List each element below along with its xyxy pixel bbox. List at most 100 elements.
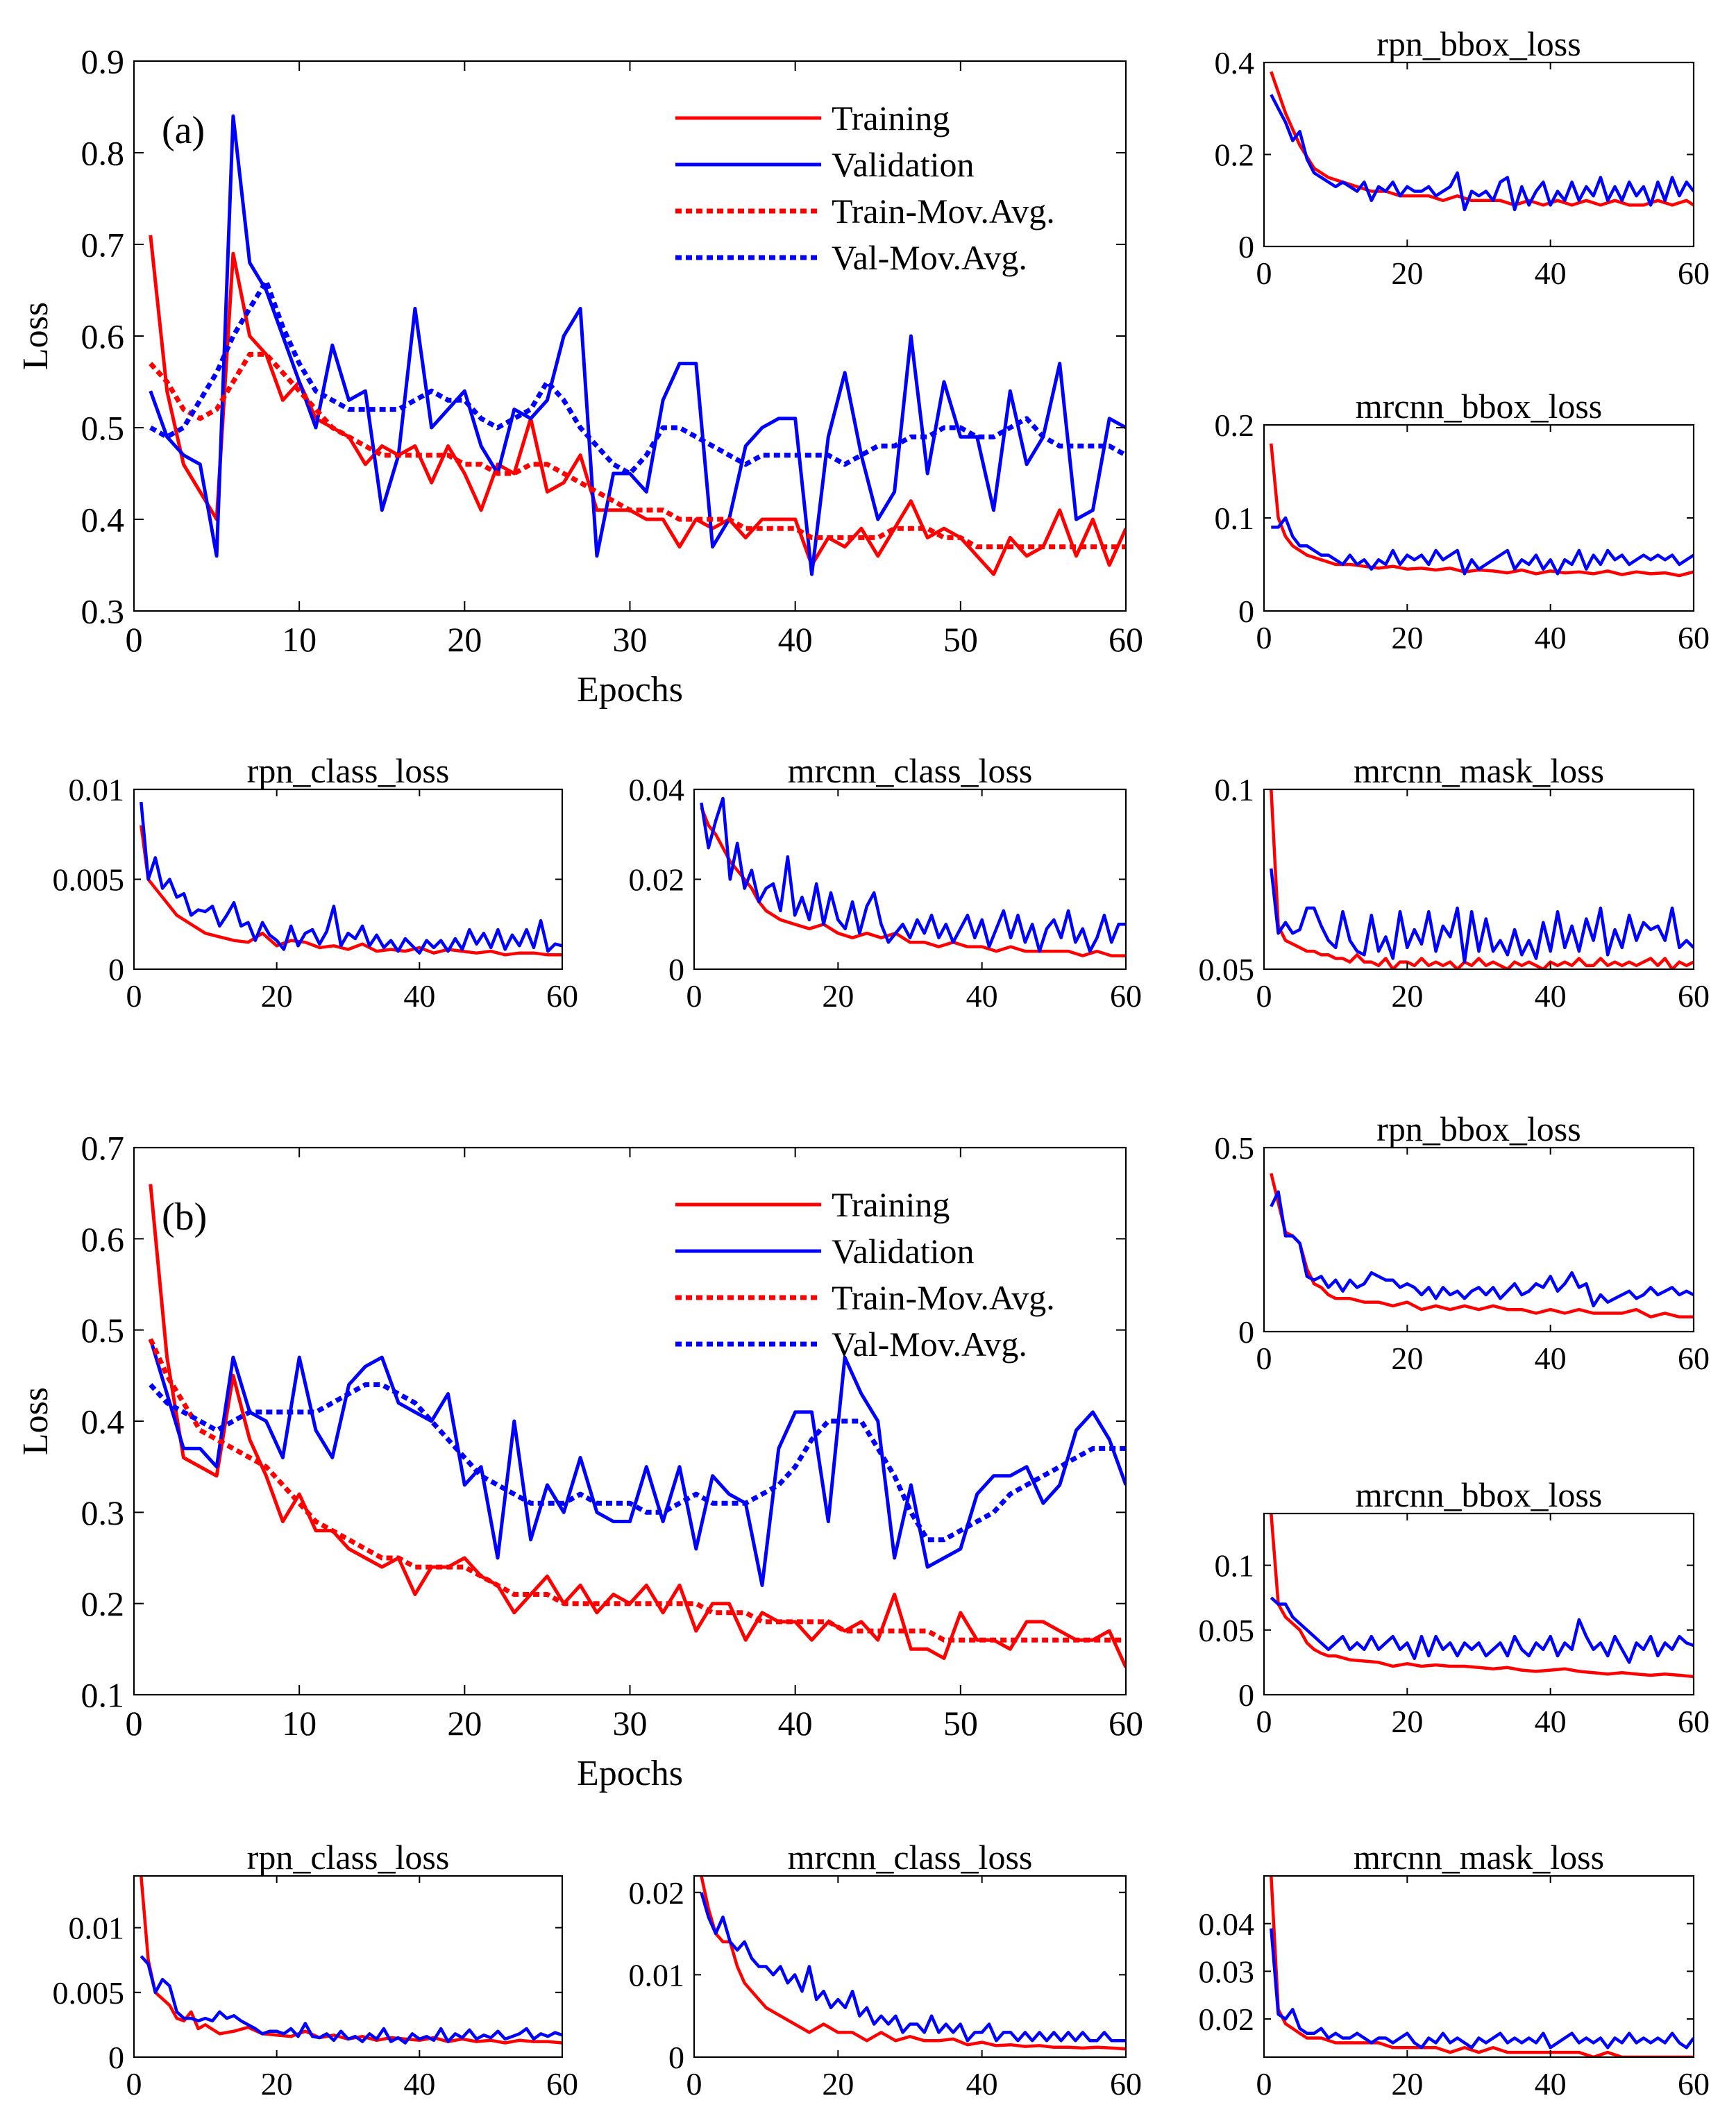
y-tick-label: 0.005 <box>53 1975 125 2011</box>
series-line-training <box>149 235 1126 576</box>
chart-b-rpn-class: 0 20 40 60 0 0.005 0.01 rpn_class_loss <box>53 1838 579 2102</box>
series-line-training <box>149 1184 1126 1668</box>
axes-box <box>133 1146 1127 1696</box>
x-tick-label: 60 <box>546 2066 578 2102</box>
panel-label: (b) <box>162 1196 207 1239</box>
chart-b-mrcnn-class: 0 20 40 60 0 0.01 0.02 mrcnn_class_loss <box>629 1838 1143 2102</box>
series-line-validation <box>700 1892 1126 2043</box>
x-tick-label: 40 <box>966 2066 998 2102</box>
y-tick-label: 0.2 <box>81 1584 125 1623</box>
legend-label-training: Training <box>832 1185 950 1224</box>
y-tick-label: 0.02 <box>1199 2002 1255 2037</box>
x-tick-label: 20 <box>822 978 854 1014</box>
y-tick-label: 0 <box>668 2040 684 2075</box>
x-tick-label: 20 <box>1391 1704 1423 1739</box>
series-line-training <box>140 825 562 957</box>
x-tick-label: 10 <box>282 1704 317 1743</box>
chart-a-mrcnn-mask: 0 20 40 60 0.05 0.1 mrcnn_mask_loss <box>1199 751 1710 1014</box>
chart-a-rpn-class: 0 20 40 60 0 0.005 0.01 rpn_class_loss <box>53 751 579 1014</box>
panel-label: (a) <box>162 109 205 152</box>
y-tick-label: 0.04 <box>629 772 685 807</box>
y-tick-label: 0.1 <box>81 1676 125 1715</box>
y-tick-label: 0.1 <box>1215 501 1255 536</box>
y-tick-label: 0 <box>1238 229 1254 265</box>
series-line-training <box>1270 1876 1694 2057</box>
x-tick-label: 60 <box>546 978 578 1014</box>
chart-a-main: 0 10 20 30 40 50 60 0.3 0.4 0.5 0.6 0.7 0.8 0.9 Epochs… <box>16 42 1143 710</box>
x-tick-label: 60 <box>1678 978 1710 1014</box>
x-tick-label: 0 <box>1256 255 1272 291</box>
x-tick-label: 40 <box>1535 1704 1567 1739</box>
chart-b-rpn-bbox: 0 20 40 60 0 0.5 rpn_bbox_loss <box>1215 1109 1710 1376</box>
x-tick-label: 40 <box>966 978 998 1014</box>
x-tick-label: 20 <box>1391 255 1423 291</box>
chart-title: mrcnn_class_loss <box>788 1838 1033 1877</box>
legend-label-train-avg: Train-Mov.Avg. <box>832 1278 1055 1317</box>
y-tick-label: 0 <box>668 952 684 987</box>
x-tick-label: 40 <box>1535 1341 1567 1376</box>
axes-box <box>693 1875 1127 2059</box>
series-line-validation <box>149 114 1126 576</box>
axes-box <box>1263 1875 1695 2059</box>
y-tick-label: 0 <box>108 952 124 987</box>
x-tick-label: 40 <box>403 2066 435 2102</box>
series-line-val-mov-avg <box>149 278 1126 476</box>
y-tick-label: 0.3 <box>81 1493 125 1532</box>
x-tick-label: 0 <box>126 620 143 659</box>
y-axis-label: Loss <box>16 1387 56 1455</box>
series-line-training <box>1270 1173 1694 1319</box>
axes-box <box>1263 1512 1695 1696</box>
x-tick-label: 40 <box>1535 620 1567 655</box>
x-tick-label: 60 <box>1678 2066 1710 2102</box>
x-tick-label: 20 <box>1391 1341 1423 1376</box>
legend-label-train-avg: Train-Mov.Avg. <box>832 192 1055 230</box>
y-tick-label: 0.5 <box>1215 1130 1255 1166</box>
series-line-validation <box>1270 1190 1694 1308</box>
chart-title: rpn_class_loss <box>247 751 450 790</box>
y-tick-label: 0.02 <box>629 862 685 898</box>
y-tick-label: 0.01 <box>69 1911 125 1946</box>
x-tick-label: 20 <box>447 1704 482 1743</box>
x-tick-label: 40 <box>778 1704 813 1743</box>
y-tick-label: 0.4 <box>81 1402 125 1441</box>
y-tick-label: 0 <box>1238 1314 1254 1350</box>
series-line-validation <box>1270 1596 1694 1664</box>
chart-title: rpn_bbox_loss <box>1376 24 1581 63</box>
y-tick-label: 0 <box>108 2040 124 2075</box>
axes-box <box>1263 424 1695 612</box>
legend-label-validation: Validation <box>832 145 975 184</box>
series-line-validation <box>1270 1928 1694 2049</box>
x-tick-label: 40 <box>1535 978 1567 1014</box>
series-line-validation <box>140 1955 562 2045</box>
x-tick-label: 0 <box>1256 1341 1272 1376</box>
y-tick-label: 0.7 <box>81 1129 125 1168</box>
x-tick-label: 20 <box>1391 978 1423 1014</box>
x-tick-label: 0 <box>1256 2066 1272 2102</box>
chart-a-rpn-bbox: 0 20 40 60 0 0.2 0.4 rpn_bbox_loss <box>1215 24 1710 291</box>
x-tick-label: 60 <box>1678 255 1710 291</box>
y-tick-label: 0.01 <box>69 772 125 807</box>
y-tick-label: 0.6 <box>81 1220 125 1259</box>
series-line-training <box>1270 1514 1694 1679</box>
chart-a-mrcnn-class: 0 20 40 60 0 0.02 0.04 mrcnn_class_loss <box>629 751 1143 1014</box>
series-line-validation <box>1271 516 1694 576</box>
series-line-validation <box>1270 94 1694 212</box>
series-line-train-mov-avg <box>149 351 1126 550</box>
x-tick-label: 0 <box>126 2066 142 2102</box>
x-tick-label: 0 <box>126 978 142 1014</box>
x-tick-label: 20 <box>822 2066 854 2102</box>
chart-b-mrcnn-bbox: 0 20 40 60 0 0.05 0.1 mrcnn_bbox_loss <box>1199 1475 1710 1739</box>
chart-title: rpn_class_loss <box>247 1838 450 1877</box>
y-tick-label: 0.6 <box>81 317 125 356</box>
axes-box <box>1263 61 1695 248</box>
x-tick-label: 0 <box>686 978 702 1014</box>
x-tick-label: 40 <box>403 978 435 1014</box>
legend-label-training: Training <box>832 99 950 137</box>
x-tick-label: 20 <box>1391 2066 1423 2102</box>
legend-label-validation: Validation <box>832 1232 975 1271</box>
x-tick-label: 20 <box>1391 620 1423 655</box>
x-tick-label: 10 <box>282 620 317 659</box>
x-tick-label: 50 <box>943 1704 978 1743</box>
x-tick-label: 60 <box>1110 2066 1142 2102</box>
